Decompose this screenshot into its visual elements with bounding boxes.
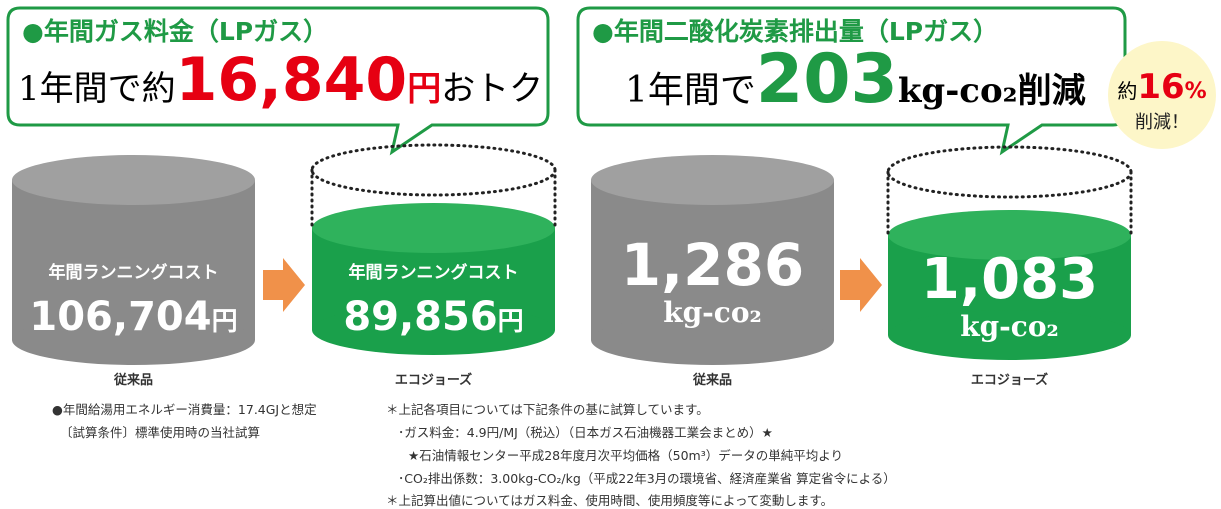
note: ＊上記算出値についてはガス料金、使用時間、使用頻度等によって変動します。 xyxy=(386,493,833,508)
cylinder-label: 年間ランニングコスト xyxy=(49,262,219,283)
arrow xyxy=(840,258,882,312)
amount: 16,840 xyxy=(176,45,408,115)
caption: 従来品 xyxy=(113,372,153,388)
badge-suffix: 削減！ xyxy=(1135,112,1189,133)
cylinder-value: 1,083 xyxy=(921,247,1098,312)
note: ●年間給湯用エネルギー消費量：17.4GJと想定 xyxy=(52,402,317,417)
caption: エコジョーズ xyxy=(971,372,1048,388)
cylinder-unit: kg-co₂ xyxy=(663,296,762,329)
caption: 従来品 xyxy=(692,372,732,388)
value: 106,704 xyxy=(29,294,211,340)
prefix: 1年間で約 xyxy=(18,69,176,109)
note: ･ガス料金：4.9円/MJ（税込）（日本ガス石油機器工業会まとめ）★ xyxy=(398,425,773,440)
cylinder-value: 1,286 xyxy=(621,231,804,299)
badge-prefix: 約 xyxy=(1117,79,1137,103)
badge-percent: 16 xyxy=(1137,67,1184,107)
cylinder-value: 89,856円 xyxy=(343,294,523,340)
value: 89,856 xyxy=(343,294,497,340)
badge-unit: % xyxy=(1185,79,1207,104)
note: 〔試算条件〕標準使用時の当社試算 xyxy=(60,425,260,440)
unit: 円 xyxy=(212,307,238,337)
cylinder-unit: kg-co₂ xyxy=(960,310,1059,343)
arrow xyxy=(263,258,305,312)
amount: 203 xyxy=(756,40,898,119)
unit: kg-co₂削減 xyxy=(898,71,1086,111)
callout-heading: ●年間ガス料金（LPガス） xyxy=(22,17,328,46)
note: ＊上記各項目については下記条件の基に試算しています。 xyxy=(386,402,709,417)
prefix: 1年間で xyxy=(625,70,756,111)
caption: エコジョーズ xyxy=(395,372,472,388)
infographic: ●年間ガス料金（LPガス） 1年間で約16,840円おトク ●年間二酸化炭素排出… xyxy=(0,0,1221,509)
note: ★石油情報センター平成28年度月次平均価格（50m³）データの単純平均より xyxy=(408,448,843,463)
unit: 円 xyxy=(407,69,441,109)
cylinder-value: 106,704円 xyxy=(29,294,237,340)
cylinder-label: 年間ランニングコスト xyxy=(349,262,519,283)
note: ･CO₂排出係数：3.00kg-CO₂/kg（平成22年3月の環境省、経済産業省… xyxy=(398,471,896,486)
suffix: おトク xyxy=(441,69,543,109)
unit: 円 xyxy=(498,307,524,337)
